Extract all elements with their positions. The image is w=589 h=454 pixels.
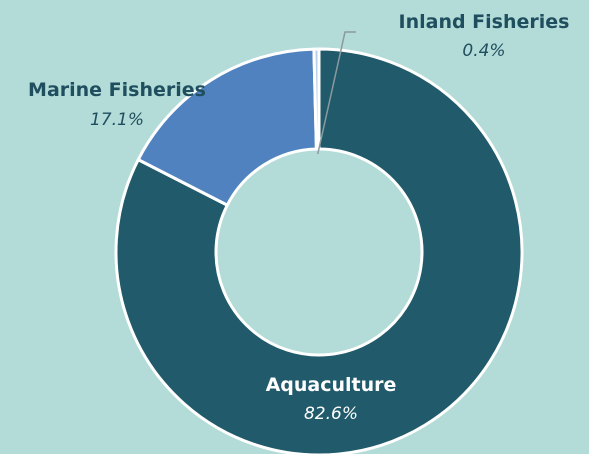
callouts-group: [317, 31, 356, 155]
slice-inland-fisheries: [312, 47, 321, 151]
slice-percent-aquaculture: 82.6%: [304, 404, 358, 424]
slice-label-marine-fisheries: Marine Fisheries: [28, 79, 206, 101]
slice-percent-inland-fisheries: 0.4%: [462, 41, 505, 61]
slices-group: [114, 47, 524, 454]
slice-label-inland-fisheries: Inland Fisheries: [399, 11, 570, 33]
callout-line-inland-fisheries: [317, 31, 356, 155]
slice-marine-fisheries: [136, 47, 318, 207]
slice-aquaculture: [114, 47, 524, 454]
labels-group: Aquaculture 82.6% Marine Fisheries 17.1%…: [28, 11, 569, 424]
slice-percent-marine-fisheries: 17.1%: [90, 110, 144, 130]
slice-label-aquaculture: Aquaculture: [266, 374, 397, 396]
